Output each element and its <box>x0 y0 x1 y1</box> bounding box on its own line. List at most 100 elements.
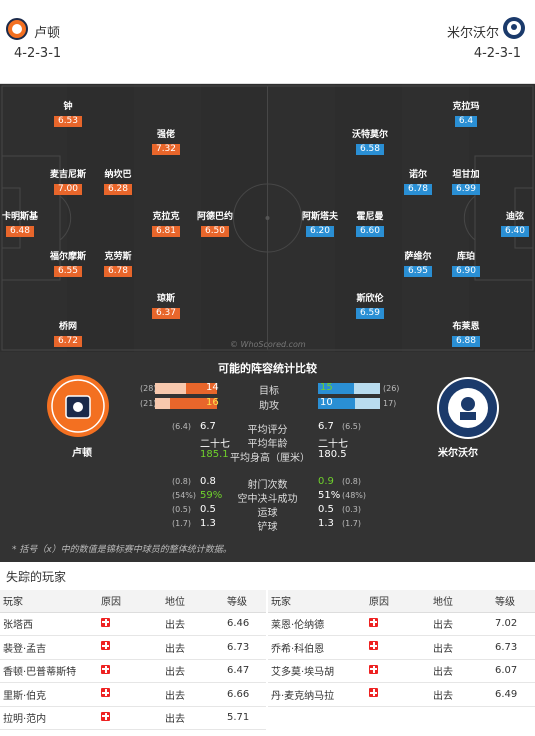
reason-cell <box>98 635 162 660</box>
col-status[interactable]: 地位 <box>430 590 492 613</box>
missing-player-name[interactable]: 张塔西 <box>0 612 98 636</box>
away-player[interactable]: 霍尼曼 6.60 <box>325 212 415 237</box>
table-row: 莱恩·伦纳德 出去 7.02 <box>268 612 535 636</box>
lineup-comparison: 可能的阵容统计比较 卢顿 米尔沃尔 (28) 14 目标 15 (26) (21) 16 助攻… <box>0 352 535 562</box>
player-name[interactable]: 卡明斯基 <box>1 212 38 222</box>
away-player[interactable]: 阿斯塔夫 6.20 <box>275 212 365 237</box>
away-bar-fill <box>318 398 355 409</box>
player-name[interactable]: 克拉克 <box>152 212 180 222</box>
away-player[interactable]: 克拉玛 6.4 <box>421 102 511 127</box>
status-cell: 出去 <box>162 635 224 660</box>
away-team-name[interactable]: 米尔沃尔 <box>446 26 499 41</box>
away-player[interactable]: 斯欣伦 6.59 <box>325 294 415 319</box>
col-player[interactable]: 玩家 <box>0 590 98 613</box>
player-name[interactable]: 布莱恩 <box>452 322 480 332</box>
home-player[interactable]: 卡明斯基 6.48 <box>0 212 65 237</box>
player-name[interactable]: 沃特莫尔 <box>351 130 388 140</box>
injury-icon <box>101 711 110 721</box>
player-name[interactable]: 斯欣伦 <box>356 294 384 304</box>
injury-icon <box>101 688 110 698</box>
home-team-name[interactable]: 卢顿 <box>34 26 61 41</box>
player-name[interactable]: 纳坎巴 <box>104 170 132 180</box>
home-stat-value: 0.5 <box>200 504 216 515</box>
home-player[interactable]: 麦吉尼斯 7.00 <box>23 170 113 195</box>
missing-player-name[interactable]: 艾多莫·埃马胡 <box>268 659 366 683</box>
player-rating: 6.95 <box>403 266 433 277</box>
player-name[interactable]: 坦甘加 <box>452 170 480 180</box>
player-rating: 7.32 <box>151 144 181 155</box>
away-player[interactable]: 诺尔 6.78 <box>373 170 463 195</box>
player-name[interactable]: 克劳斯 <box>104 252 132 262</box>
away-player[interactable]: 布莱恩 6.88 <box>421 322 511 347</box>
away-player[interactable]: 坦甘加 6.99 <box>421 170 511 195</box>
stat-label: 平均身高（厘米） <box>230 453 310 464</box>
player-rating: 6.88 <box>451 336 481 347</box>
missing-player-name[interactable]: 拉明·范内 <box>0 706 98 730</box>
home-player[interactable]: 纳坎巴 6.28 <box>73 170 163 195</box>
col-reason[interactable]: 原因 <box>98 590 162 613</box>
rating-cell: 6.66 <box>224 682 266 707</box>
player-name[interactable]: 霍尼曼 <box>356 212 384 222</box>
stat-label: 射门次数 <box>247 480 288 491</box>
home-formation: 4-2-3-1 <box>14 46 62 61</box>
away-player[interactable]: 萨维尔 6.95 <box>373 252 463 277</box>
col-rating[interactable]: 等级 <box>224 590 266 613</box>
home-player[interactable]: 琼斯 6.37 <box>121 294 211 319</box>
col-reason[interactable]: 原因 <box>366 590 430 613</box>
home-bar-fill <box>170 398 217 409</box>
missing-player-name[interactable]: 莱恩·伦纳德 <box>268 612 366 636</box>
millwall-badge-icon <box>503 17 525 39</box>
table-row: 拉明·范内 出去 5.71 <box>0 706 266 730</box>
missing-player-name[interactable]: 里斯·伯克 <box>0 682 98 707</box>
reason-cell <box>366 682 430 707</box>
home-stat-value: 二十七 <box>200 439 230 450</box>
col-status[interactable]: 地位 <box>162 590 224 613</box>
player-rating: 6.78 <box>403 184 433 195</box>
player-name[interactable]: 库珀 <box>456 252 475 262</box>
home-player[interactable]: 克拉克 6.81 <box>121 212 211 237</box>
player-name[interactable]: 琼斯 <box>156 294 175 304</box>
col-player[interactable]: 玩家 <box>268 590 366 613</box>
missing-player-name[interactable]: 乔希·科伯恩 <box>268 635 366 660</box>
col-rating[interactable]: 等级 <box>492 590 535 613</box>
injury-icon <box>369 617 378 627</box>
missing-player-name[interactable]: 香顿·巴普蒂斯特 <box>0 659 98 683</box>
player-rating: 6.58 <box>355 144 385 155</box>
player-name[interactable]: 迪弦 <box>505 212 524 222</box>
player-name[interactable]: 强佬 <box>156 130 175 140</box>
rating-cell: 6.73 <box>224 635 266 660</box>
away-stat-value: 二十七 <box>318 439 348 450</box>
reason-cell <box>366 635 430 660</box>
player-name[interactable]: 萨维尔 <box>404 252 432 262</box>
player-name[interactable]: 诺尔 <box>408 170 427 180</box>
player-name[interactable]: 阿德巴约 <box>196 212 233 222</box>
home-season-stat: (0.5) <box>172 505 191 514</box>
player-name[interactable]: 麦吉尼斯 <box>49 170 86 180</box>
home-season-stat: (1.7) <box>172 519 191 528</box>
rating-cell: 6.49 <box>492 682 535 707</box>
home-bar-value: 14 <box>206 382 219 393</box>
player-name[interactable]: 福尔摩斯 <box>49 252 86 262</box>
player-name[interactable]: 桥网 <box>58 322 77 332</box>
away-player[interactable]: 库珀 6.90 <box>421 252 511 277</box>
player-rating: 6.50 <box>200 226 230 237</box>
player-name[interactable]: 钟 <box>63 102 73 112</box>
home-player[interactable]: 强佬 7.32 <box>121 130 211 155</box>
injury-icon <box>101 664 110 674</box>
player-name[interactable]: 阿斯塔夫 <box>301 212 338 222</box>
status-cell: 出去 <box>430 612 492 636</box>
missing-player-name[interactable]: 丹·麦克纳马拉 <box>268 682 366 707</box>
missing-player-name[interactable]: 裴登·孟吉 <box>0 635 98 660</box>
player-name[interactable]: 克拉玛 <box>452 102 480 112</box>
home-player[interactable]: 克劳斯 6.78 <box>73 252 163 277</box>
away-stat-value: 6.7 <box>318 421 334 432</box>
away-player[interactable]: 沃特莫尔 6.58 <box>325 130 415 155</box>
home-player[interactable]: 钟 6.53 <box>23 102 113 127</box>
home-bar-value: 16 <box>206 397 219 408</box>
player-rating: 6.78 <box>103 266 133 277</box>
home-player[interactable]: 桥网 6.72 <box>23 322 113 347</box>
injury-icon <box>369 664 378 674</box>
home-player[interactable]: 阿德巴约 6.50 <box>170 212 260 237</box>
home-player[interactable]: 福尔摩斯 6.55 <box>23 252 113 277</box>
away-player[interactable]: 迪弦 6.40 <box>470 212 535 237</box>
